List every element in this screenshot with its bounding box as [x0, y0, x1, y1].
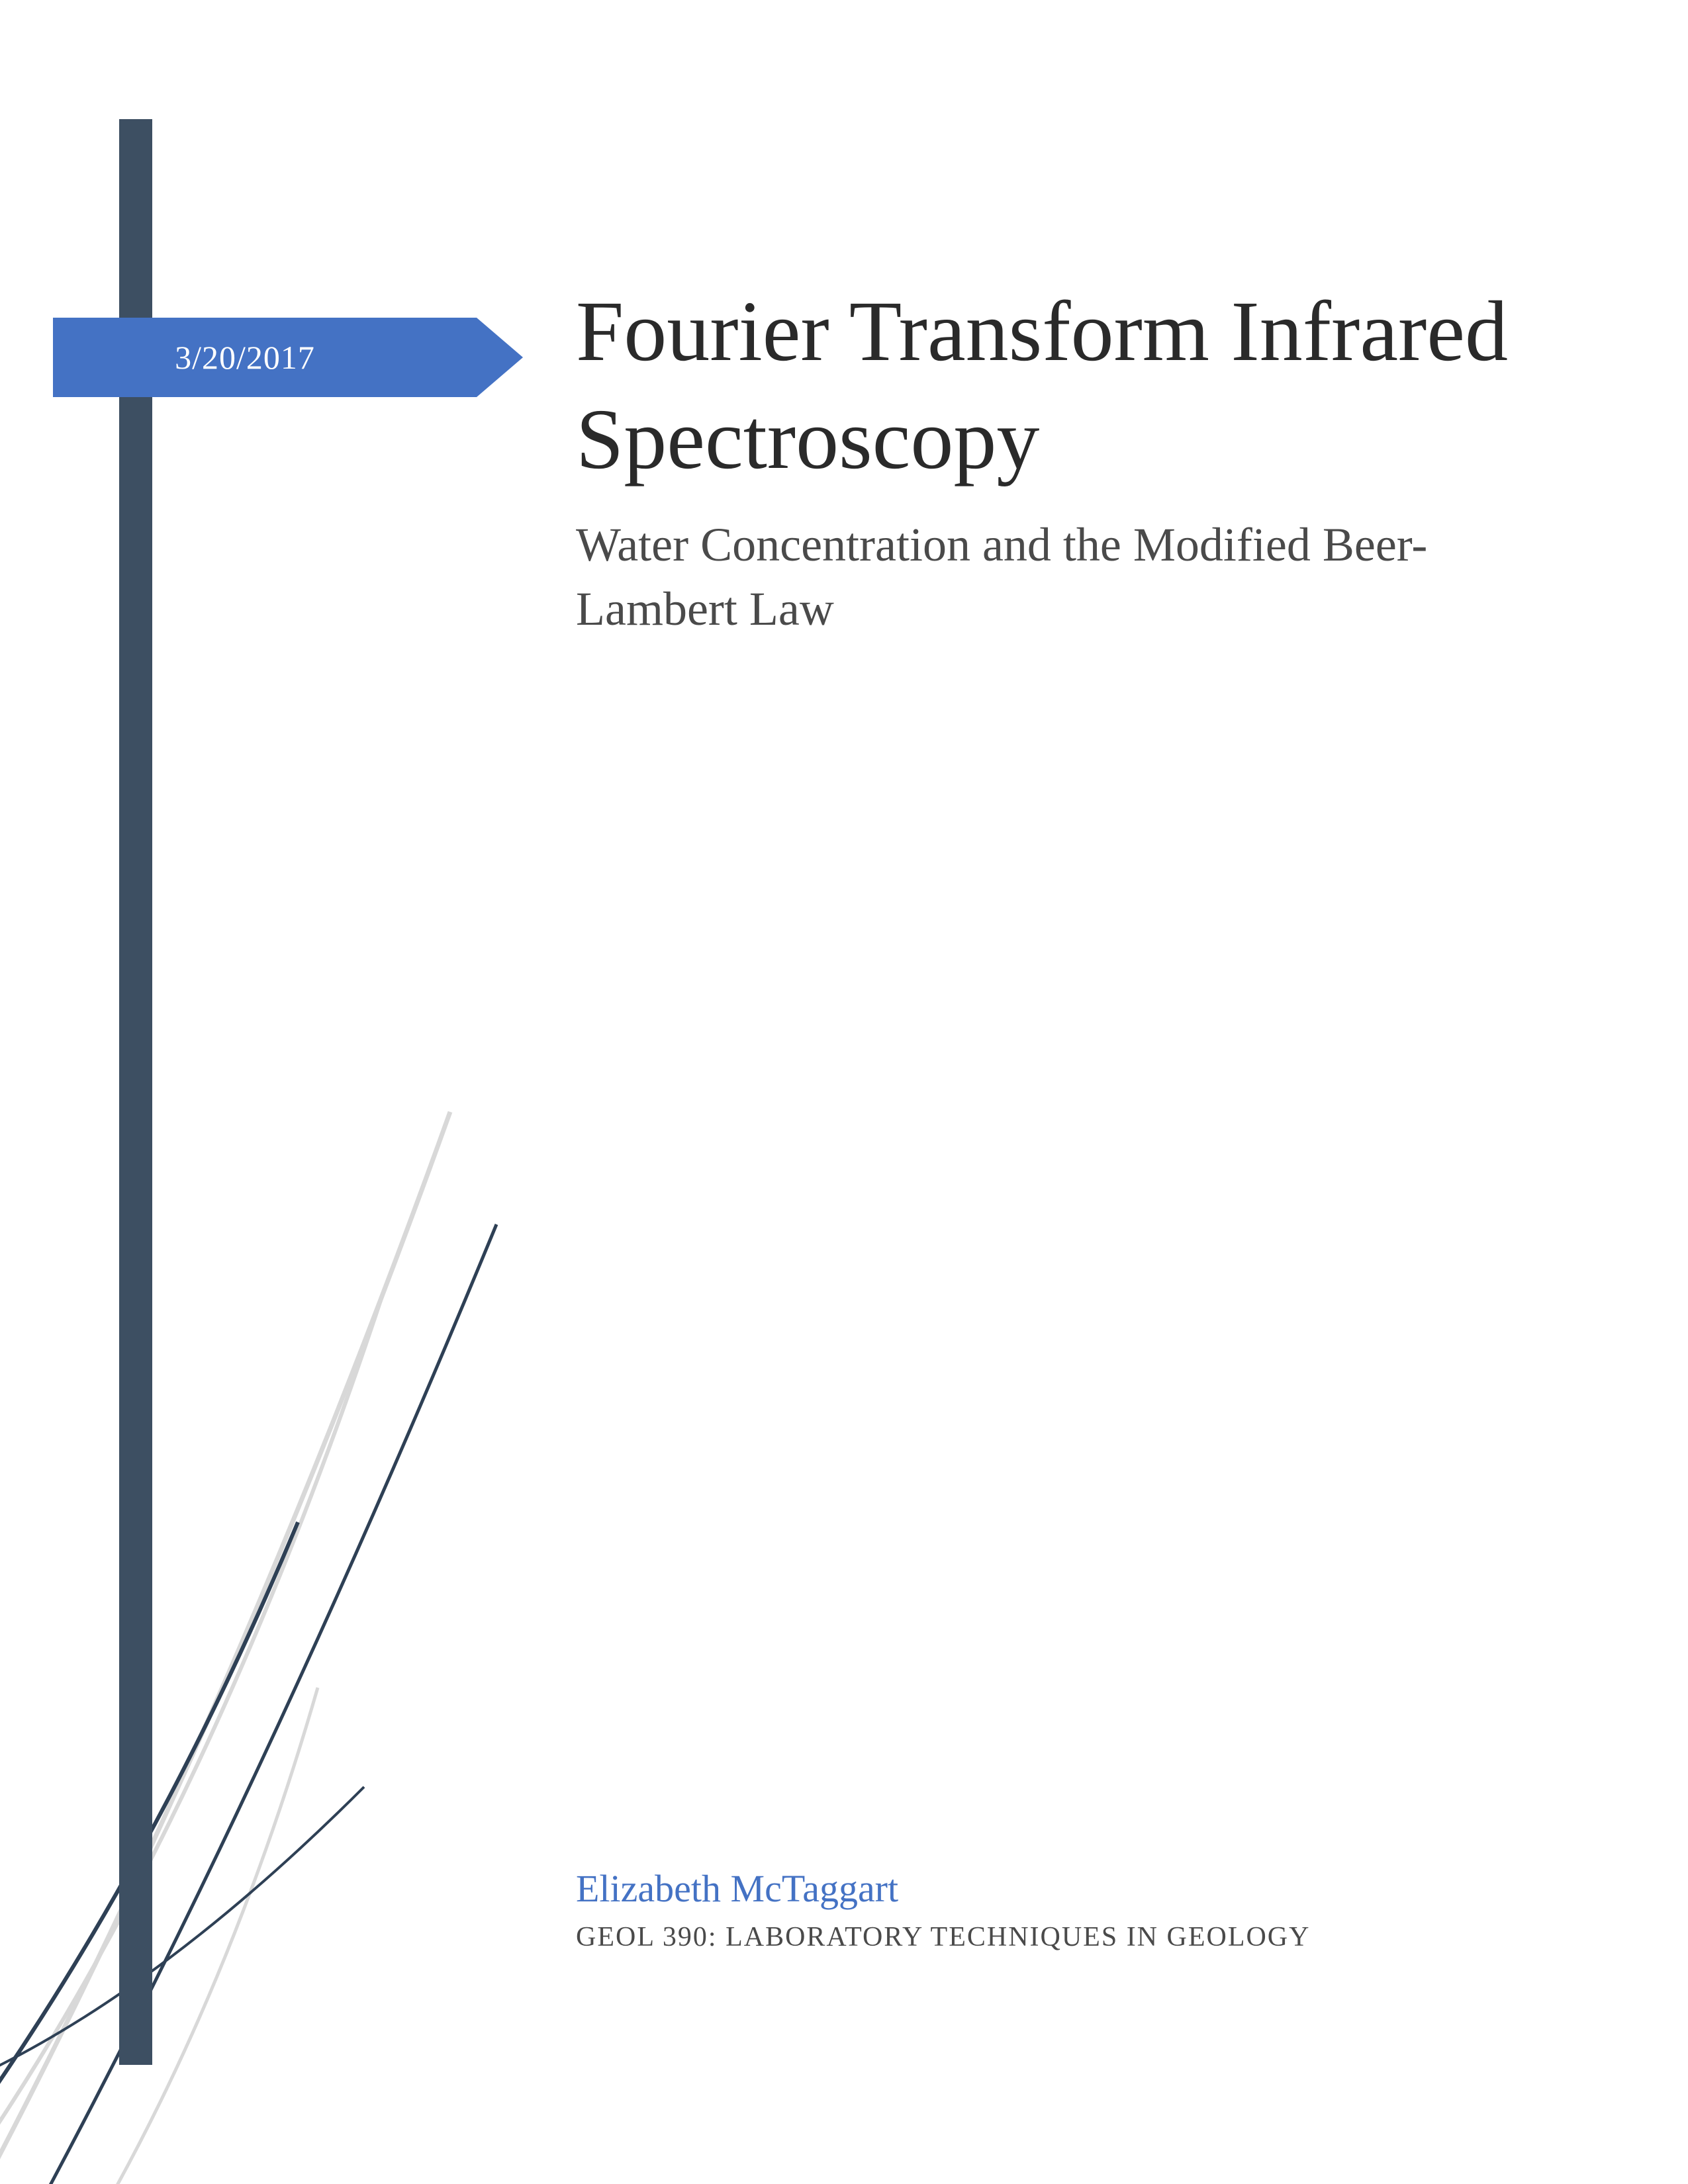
accent-vertical-bar — [119, 119, 152, 2065]
date-text: 3/20/2017 — [175, 338, 315, 377]
author-name: Elizabeth McTaggart — [576, 1866, 1503, 1911]
document-subtitle: Water Concentration and the Modified Bee… — [576, 513, 1569, 641]
author-block: Elizabeth McTaggart GEOL 390: LABORATORY… — [576, 1866, 1503, 1956]
course-info: GEOL 390: LABORATORY TECHNIQUES IN GEOLO… — [576, 1919, 1503, 1956]
document-title: Fourier Transform Infrared Spectroscopy — [576, 278, 1569, 493]
date-banner: 3/20/2017 — [53, 318, 477, 397]
title-block: Fourier Transform Infrared Spectroscopy … — [576, 278, 1569, 641]
date-banner-arrow — [477, 318, 523, 397]
